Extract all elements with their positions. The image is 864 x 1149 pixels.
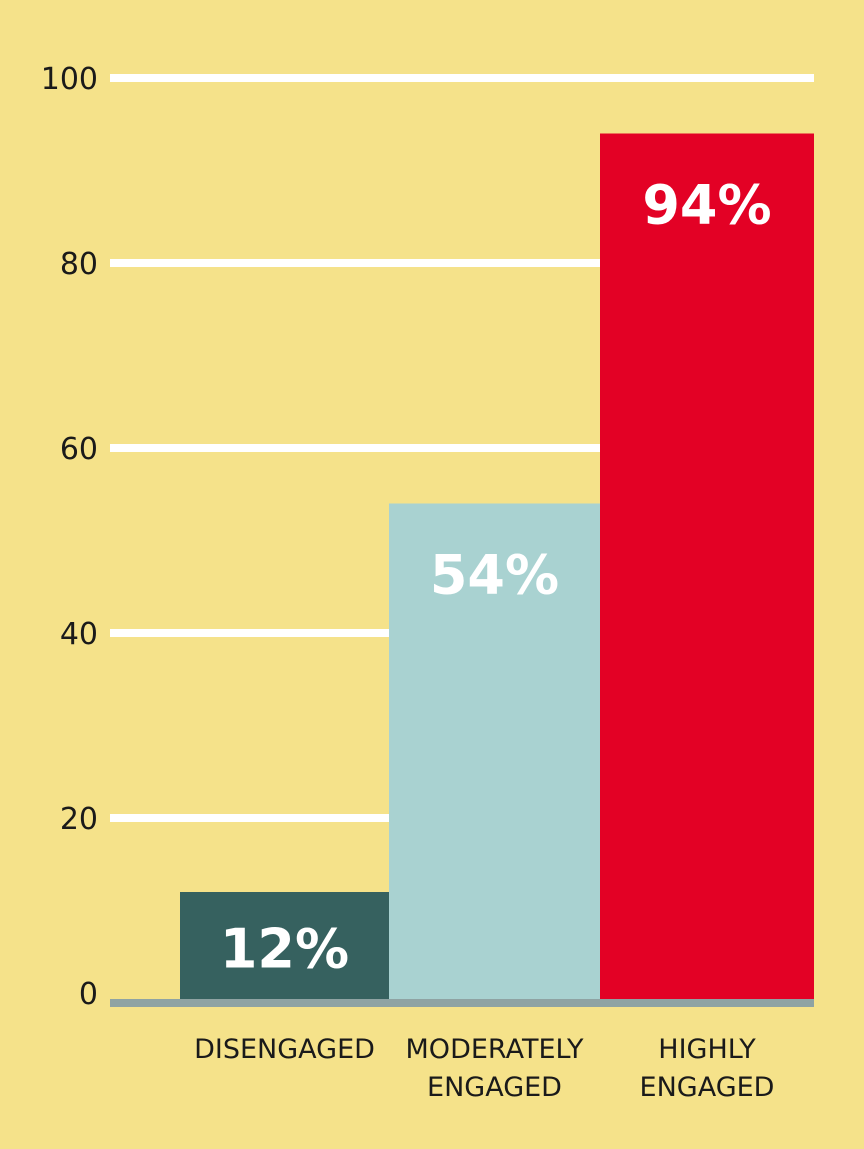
bar-1	[389, 503, 600, 1003]
y-tick-label-100: 100	[41, 62, 98, 97]
y-tick-label-40: 40	[60, 617, 98, 652]
y-tick-label-60: 60	[60, 432, 98, 467]
bar-0	[180, 892, 389, 1003]
x-category-label-1-line-0: MODERATELY	[406, 1034, 584, 1065]
x-axis-baseline	[110, 999, 814, 1007]
data-label-0: 12%	[220, 918, 349, 981]
x-category-label-2-line-1: ENGAGED	[640, 1072, 775, 1103]
y-tick-label-0: 0	[79, 977, 98, 1012]
bar-2	[600, 133, 814, 1003]
y-tick-label-20: 20	[60, 802, 98, 837]
x-category-label-2-line-0: HIGHLY	[658, 1034, 756, 1065]
y-tick-label-80: 80	[60, 247, 98, 282]
x-category-label-0-line-0: DISENGAGED	[194, 1034, 375, 1065]
x-category-label-1-line-1: ENGAGED	[427, 1072, 562, 1103]
data-label-1: 54%	[430, 544, 559, 607]
data-label-2: 94%	[642, 174, 771, 237]
